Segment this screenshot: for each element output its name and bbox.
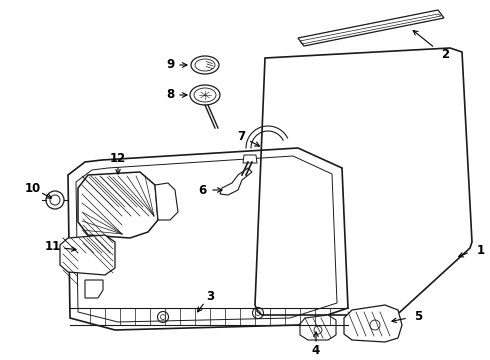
Polygon shape: [300, 315, 336, 340]
Text: 6: 6: [198, 184, 206, 197]
Polygon shape: [243, 155, 257, 163]
Text: 3: 3: [206, 289, 214, 302]
Polygon shape: [155, 183, 178, 220]
Text: 4: 4: [312, 343, 320, 356]
Text: 2: 2: [441, 49, 449, 62]
Ellipse shape: [190, 85, 220, 105]
Text: 1: 1: [477, 243, 485, 256]
Polygon shape: [60, 235, 115, 275]
Polygon shape: [78, 172, 158, 238]
Text: 12: 12: [110, 152, 126, 165]
Polygon shape: [298, 10, 444, 46]
Text: 8: 8: [166, 89, 174, 102]
Text: 7: 7: [237, 130, 245, 144]
Text: 11: 11: [45, 239, 61, 252]
Text: 5: 5: [414, 310, 422, 323]
Ellipse shape: [191, 56, 219, 74]
Polygon shape: [220, 168, 252, 195]
Polygon shape: [85, 280, 103, 298]
Polygon shape: [344, 305, 402, 342]
Text: 10: 10: [25, 181, 41, 194]
Text: 9: 9: [166, 58, 174, 72]
